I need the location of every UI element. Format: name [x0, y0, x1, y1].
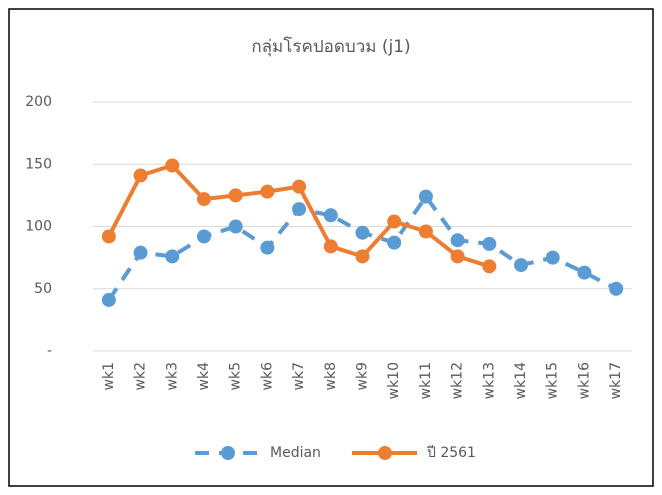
series-marker	[577, 265, 592, 280]
legend-marker	[378, 446, 392, 460]
y-tick-label: 200	[25, 94, 52, 110]
x-tick-label: wk7	[291, 362, 307, 390]
series-marker	[165, 249, 180, 264]
series-marker	[260, 240, 275, 255]
x-tick-label: wk15	[545, 362, 561, 399]
series-marker	[609, 281, 624, 296]
x-tick-label: wk17	[608, 362, 624, 399]
series-marker	[101, 292, 116, 307]
series-marker	[418, 224, 433, 239]
series-marker	[355, 225, 370, 240]
x-tick-label: wk11	[418, 362, 434, 399]
series-marker	[292, 179, 307, 194]
series-marker	[323, 208, 338, 223]
series-marker	[196, 192, 211, 207]
series-marker	[228, 219, 243, 234]
series-marker	[101, 229, 116, 244]
series-marker	[482, 236, 497, 251]
x-tick-label: wk8	[323, 362, 339, 390]
series-marker	[482, 259, 497, 274]
x-tick-label: wk1	[101, 362, 117, 390]
series-marker	[450, 249, 465, 264]
x-tick-label: wk2	[133, 362, 149, 390]
series-marker	[545, 250, 560, 265]
series-marker	[418, 189, 433, 204]
legend-label: ปี 2561	[427, 445, 476, 461]
x-tick-label: wk6	[259, 362, 275, 391]
series-marker	[133, 168, 148, 183]
series-marker	[387, 214, 402, 229]
x-tick-label: wk10	[386, 362, 402, 399]
x-tick-label: wk14	[513, 362, 529, 399]
y-tick-label: 50	[34, 281, 52, 297]
series-marker	[450, 233, 465, 248]
series-marker	[323, 239, 338, 254]
legend-label: Median	[270, 445, 321, 461]
x-tick-label: wk5	[228, 362, 244, 390]
legend-marker	[221, 446, 235, 460]
series-marker	[387, 235, 402, 250]
series-marker	[260, 184, 275, 199]
series-marker	[133, 245, 148, 260]
y-tick-label: 150	[25, 156, 52, 172]
series-marker	[228, 188, 243, 203]
series-marker	[165, 158, 180, 173]
series-marker	[355, 249, 370, 264]
x-tick-label: wk4	[196, 362, 212, 391]
y-tick-label: -	[47, 343, 52, 359]
x-tick-label: wk9	[355, 362, 371, 390]
series-marker	[292, 202, 307, 217]
y-tick-label: 100	[25, 219, 52, 235]
series-marker	[196, 229, 211, 244]
x-tick-label: wk16	[576, 362, 592, 399]
series-marker	[514, 258, 529, 273]
x-tick-label: wk12	[450, 362, 466, 399]
chart-title: กลุ่มโรคปอดบวม (j1)	[251, 36, 410, 57]
x-tick-label: wk3	[164, 362, 180, 390]
x-tick-label: wk13	[481, 362, 497, 399]
